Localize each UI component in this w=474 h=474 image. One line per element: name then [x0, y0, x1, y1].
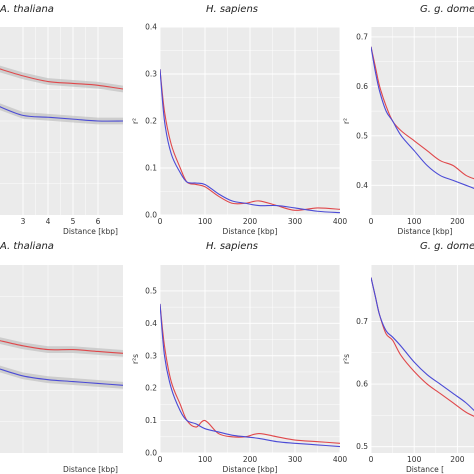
x-tick-label: 400 — [333, 217, 348, 226]
panel-title: G. g. dome — [420, 241, 474, 252]
panel-title: H. sapiens — [206, 4, 258, 15]
series-line-red — [371, 46, 474, 180]
x-axis-label: Distance [kbp] — [223, 465, 278, 474]
x-tick-label: 400 — [333, 455, 348, 464]
y-tick-label: 0.5 — [356, 442, 368, 451]
x-axis-label: Distance [kbp] — [223, 227, 278, 236]
x-axis-label: Distance [kbp] — [63, 227, 118, 236]
y-axis-label: r²s — [342, 354, 351, 364]
x-axis-label: Distance [kbp] — [63, 465, 118, 474]
x-tick-label: 100 — [198, 217, 213, 226]
series-line-blue — [160, 69, 340, 214]
series-line-red — [0, 68, 123, 90]
series-line-red — [160, 303, 340, 444]
series-line-blue — [0, 368, 123, 386]
panel-background — [371, 265, 474, 453]
x-tick-label: 4 — [46, 217, 51, 226]
x-tick-label: 200 — [243, 455, 258, 464]
y-tick-label: 0.4 — [356, 181, 368, 190]
panel-6: 0 100 200 0.5 0.6 0.7 Distance [ r²s G. g. dome — [342, 241, 474, 474]
y-axis-label: r²s — [131, 354, 140, 364]
series-line-blue — [371, 277, 474, 412]
x-tick-label: 100 — [407, 217, 422, 226]
confidence-band — [0, 65, 123, 93]
x-tick-label: 100 — [407, 455, 422, 464]
panel-background — [371, 27, 474, 215]
grid — [0, 265, 123, 453]
y-tick-label: 0.2 — [145, 117, 157, 126]
panel-5: 0 100 200 300 400 0.0 0.1 0.2 0.3 0.4 0.5 Distance … — [131, 241, 347, 474]
x-tick-label: 200 — [450, 455, 465, 464]
y-tick-label: 0.6 — [356, 82, 368, 91]
y-tick-label: 0.5 — [356, 131, 368, 140]
panel-4: Distance [kbp] A. thaliana — [0, 241, 123, 474]
y-tick-label: 0.1 — [145, 164, 157, 173]
x-tick-label: 5 — [71, 217, 76, 226]
x-tick-label: 200 — [450, 217, 465, 226]
y-tick-label: 0.7 — [356, 317, 368, 326]
x-tick-label: 0 — [158, 217, 163, 226]
grid — [371, 27, 474, 215]
y-axis-label: r² — [342, 118, 351, 124]
series-line-red — [0, 340, 123, 354]
series-line-blue — [160, 303, 340, 448]
y-tick-label: 0.0 — [145, 449, 157, 458]
y-tick-label: 0.5 — [145, 286, 157, 295]
x-tick-label: 0 — [369, 217, 374, 226]
x-axis-label: Distance [kbp] — [398, 227, 453, 236]
panel-title: G. g. dome — [420, 4, 474, 15]
panel-3: 0 100 200 0.4 0.5 0.6 0.7 Distance [kbp] r² G. g.… — [342, 4, 474, 236]
y-tick-label: 0.3 — [145, 70, 157, 79]
x-axis-label: Distance [ — [406, 465, 444, 474]
panel-title: H. sapiens — [206, 241, 258, 252]
x-tick-label: 3 — [21, 217, 26, 226]
y-tick-label: 0.7 — [356, 32, 368, 41]
x-tick-label: 0 — [369, 455, 374, 464]
x-tick-label: 300 — [288, 455, 303, 464]
y-tick-label: 0.4 — [145, 319, 157, 328]
y-tick-label: 0.3 — [145, 351, 157, 360]
grid — [160, 27, 340, 215]
panel-2: 0 100 200 300 400 0.0 0.1 0.2 0.3 0.4 Distance [kb… — [131, 4, 347, 236]
confidence-band — [0, 337, 123, 357]
confidence-band — [0, 103, 123, 125]
x-tick-label: 200 — [243, 217, 258, 226]
x-tick-label: 300 — [288, 217, 303, 226]
y-axis-label: r² — [131, 118, 140, 124]
series-line-blue — [371, 46, 474, 189]
y-tick-label: 0.1 — [145, 416, 157, 425]
y-tick-label: 0.6 — [356, 380, 368, 389]
y-tick-label: 0.0 — [145, 211, 157, 220]
x-tick-label: 6 — [96, 217, 101, 226]
x-tick-label: 0 — [158, 455, 163, 464]
series-line-red — [160, 69, 340, 211]
series-line-blue — [0, 106, 123, 122]
panel-title: A. thaliana — [0, 4, 54, 15]
grid — [371, 265, 474, 453]
y-tick-label: 0.2 — [145, 384, 157, 393]
panel-title: A. thaliana — [0, 241, 54, 252]
grid — [160, 265, 340, 453]
y-tick-label: 0.4 — [145, 23, 157, 32]
x-tick-label: 100 — [198, 455, 213, 464]
